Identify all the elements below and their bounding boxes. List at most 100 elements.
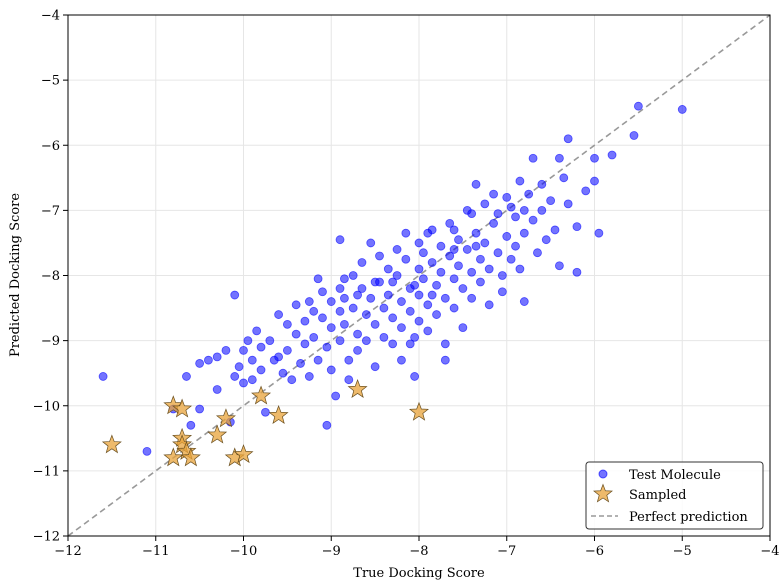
test-molecule-point — [423, 228, 433, 238]
test-molecule-point — [243, 336, 253, 346]
test-molecule-point — [537, 205, 547, 215]
y-tick-label: −7 — [41, 204, 60, 219]
test-molecule-point — [309, 306, 319, 316]
test-molecule-point — [515, 176, 525, 186]
data-points — [98, 101, 687, 467]
test-molecule-point — [397, 355, 406, 365]
test-molecule-point — [340, 319, 349, 329]
test-molecule-point — [528, 215, 538, 225]
test-molecule-point — [357, 258, 367, 267]
test-molecule-point — [405, 339, 415, 349]
test-molecule-point — [519, 205, 529, 215]
test-molecule-point — [519, 228, 529, 238]
test-molecule-point — [300, 316, 310, 326]
test-molecule-point — [397, 297, 406, 306]
test-molecule-point — [287, 375, 297, 385]
test-molecule-point — [195, 359, 205, 368]
test-molecule-point — [370, 277, 380, 287]
test-molecule-point — [230, 372, 240, 381]
test-molecule-point — [581, 186, 591, 196]
test-molecule-point — [322, 420, 332, 430]
test-molecule-point — [318, 287, 327, 297]
sampled-point — [180, 447, 201, 467]
test-molecule-point — [445, 251, 455, 261]
test-molecule-point — [458, 284, 468, 293]
test-molecule-point — [234, 362, 244, 372]
y-tick-label: −9 — [41, 334, 60, 349]
test-molecule-point — [590, 153, 599, 163]
test-molecule-point — [519, 297, 529, 306]
test-molecule-point — [335, 336, 345, 346]
test-molecule-point — [203, 355, 213, 365]
test-molecule-point — [502, 192, 512, 202]
test-molecule-point — [502, 232, 512, 241]
test-molecule-point — [449, 274, 459, 284]
sampled-point — [233, 444, 254, 464]
test-molecule-point — [572, 267, 582, 277]
test-molecule-point — [445, 218, 455, 228]
test-molecule-point — [454, 261, 463, 271]
test-molecule-point — [278, 368, 288, 378]
test-molecule-point — [414, 264, 424, 274]
test-molecule-point — [344, 355, 354, 365]
x-tick-label: −9 — [322, 544, 341, 559]
sampled-point — [215, 408, 236, 428]
test-molecule-point — [256, 342, 266, 352]
test-molecule-point — [467, 209, 477, 219]
test-molecule-point — [528, 153, 538, 163]
legend-star-icon — [593, 483, 613, 503]
test-molecule-point — [427, 290, 437, 300]
test-molecule-point — [427, 258, 437, 267]
test-molecule-point — [247, 375, 257, 385]
test-molecule-point — [677, 105, 687, 114]
test-molecule-point — [239, 378, 248, 388]
sampled-point — [172, 398, 193, 418]
test-molecule-point — [471, 179, 481, 189]
test-molecule-point — [537, 179, 547, 189]
test-molecule-point — [230, 290, 240, 300]
test-molecule-point — [559, 173, 569, 183]
test-molecule-point — [471, 228, 481, 238]
x-tick-label: −4 — [760, 544, 779, 559]
sampled-point — [347, 378, 368, 398]
test-molecule-point — [633, 101, 643, 111]
test-molecule-point — [563, 199, 573, 209]
test-molecule-point — [322, 342, 332, 352]
test-molecule-point — [555, 261, 564, 271]
test-molecule-point — [353, 345, 362, 355]
test-molecule-point — [493, 248, 503, 258]
test-molecule-point — [142, 446, 152, 456]
test-molecule-point — [454, 235, 463, 245]
test-molecule-point — [511, 212, 520, 222]
x-axis-ticks: −12 −11 −10 −9 −8 −7 −6 −5 −4 — [54, 536, 780, 559]
test-molecule-point — [467, 267, 477, 277]
test-molecule-point — [449, 225, 459, 235]
test-molecule-point — [423, 300, 433, 310]
test-molecule-point — [186, 420, 196, 430]
test-molecule-point — [379, 332, 389, 342]
test-molecule-point — [392, 245, 402, 254]
test-molecule-point — [563, 134, 573, 144]
test-molecule-point — [462, 245, 472, 254]
y-axis-title: Predicted Docking Score — [8, 193, 23, 357]
test-molecule-point — [383, 290, 393, 300]
test-molecule-point — [476, 254, 485, 264]
test-molecule-point — [484, 264, 494, 274]
test-molecule-point — [326, 297, 336, 306]
test-molecule-point — [418, 248, 428, 258]
test-molecule-point — [497, 287, 507, 297]
test-molecule-point — [388, 339, 398, 349]
test-molecule-point — [296, 359, 305, 368]
y-tick-label: −8 — [41, 269, 60, 284]
test-molecule-point — [629, 131, 639, 140]
test-molecule-point — [239, 345, 248, 355]
y-tick-label: −4 — [41, 9, 60, 24]
test-molecule-point — [440, 355, 450, 365]
test-molecule-point — [370, 319, 380, 329]
sampled-point — [163, 447, 184, 467]
test-molecule-point — [471, 241, 481, 251]
test-molecule-point — [348, 271, 358, 280]
sampled-point — [251, 385, 272, 405]
test-molecule-point — [388, 277, 398, 287]
